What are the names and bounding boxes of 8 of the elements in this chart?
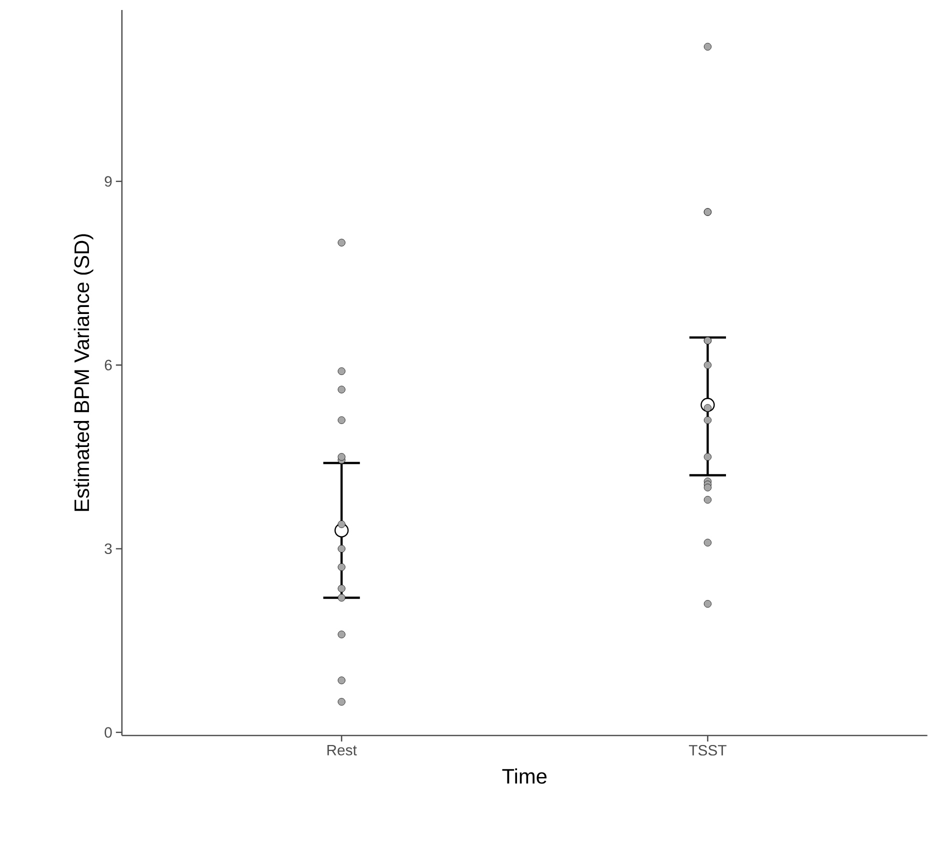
y-tick-label: 3 (104, 543, 112, 554)
x-tick-label: Rest (327, 744, 357, 756)
y-tick-label: 9 (104, 176, 112, 186)
y-tick-label: 6 (104, 360, 112, 370)
x-axis-title: Time (502, 768, 547, 784)
y-tick-label: 0 (104, 726, 112, 738)
y-axis-title: Estimated BPM Variance (SD) (74, 234, 94, 511)
x-tick-label: TSST (688, 744, 726, 756)
